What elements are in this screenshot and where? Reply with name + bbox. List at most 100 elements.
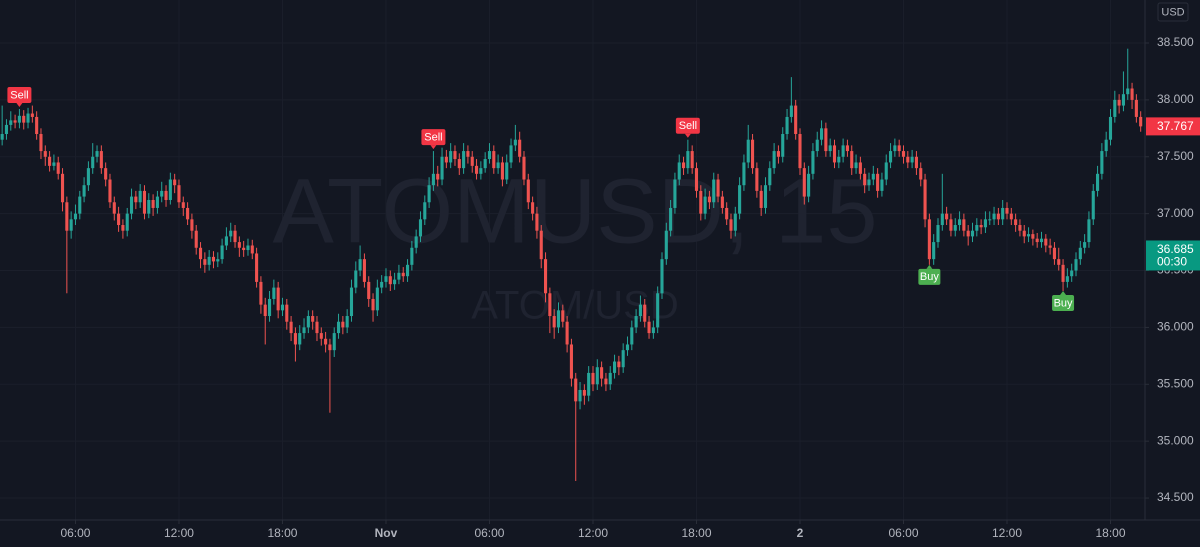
candle-body [871, 173, 875, 180]
y-tick-label: 35.500 [1157, 376, 1194, 390]
candle-body [733, 213, 737, 231]
candle-body [832, 145, 837, 163]
candle-body [1070, 270, 1074, 277]
candle-body [975, 225, 979, 231]
candle-body [1031, 234, 1035, 239]
candle-body [664, 230, 668, 260]
candle-body [768, 168, 772, 186]
candle-body [656, 293, 660, 328]
signal: Sell [421, 129, 446, 150]
candle-body [423, 202, 427, 220]
candle-body [1078, 247, 1082, 260]
x-tick-label: 12:00 [578, 526, 608, 540]
candle-body [1039, 238, 1044, 243]
candle-body [393, 279, 397, 285]
candle-body [487, 151, 492, 160]
candle-body [617, 361, 621, 368]
candle-body [367, 281, 371, 299]
candle-body [940, 213, 944, 226]
candle-body [479, 168, 483, 174]
candle-body [893, 145, 897, 152]
candle-body [263, 304, 267, 317]
candle-body [621, 350, 625, 368]
candle-body [906, 156, 910, 163]
candle-body [996, 213, 1000, 220]
signal: Sell [675, 117, 700, 138]
candle-body [1005, 207, 1009, 214]
candle-body [781, 134, 785, 157]
candle-body [556, 310, 561, 328]
candle-body [99, 151, 103, 169]
candle-body [880, 179, 884, 191]
candle-body [1121, 94, 1125, 106]
candle-body [220, 245, 224, 260]
candle-body [837, 156, 841, 163]
candle-body [4, 124, 9, 135]
y-tick-label: 38.500 [1157, 35, 1194, 49]
candle-body [444, 156, 448, 163]
candle-body [966, 230, 970, 237]
candle-body [104, 168, 108, 180]
candle-body [789, 105, 793, 117]
candle-body [1065, 276, 1069, 282]
candle-body [82, 185, 86, 197]
candle-body [1048, 245, 1052, 248]
candle-body [298, 333, 302, 345]
candle-body [401, 272, 405, 277]
candle-body [936, 225, 940, 243]
candle-body [354, 270, 358, 288]
candle-body [807, 173, 811, 197]
candle-body [43, 151, 47, 157]
y-tick-label: 35.000 [1157, 433, 1194, 447]
signal-label: Buy [920, 271, 939, 283]
candle-body [246, 245, 250, 251]
candle-body [694, 168, 699, 191]
candle-body [776, 151, 780, 157]
candle-body [362, 259, 366, 282]
candle-body [725, 207, 729, 220]
candle-body [177, 185, 181, 203]
candle-body [65, 202, 69, 231]
candle-body [121, 225, 125, 231]
candle-body [548, 293, 552, 317]
currency-box[interactable] [1157, 2, 1189, 22]
candle-body [979, 225, 983, 228]
currency-label[interactable]: USD [1161, 6, 1184, 18]
candle-body [513, 139, 517, 146]
candle-body [949, 219, 953, 231]
candle-body [56, 162, 60, 174]
candle-body [660, 259, 664, 294]
candle-body [591, 372, 595, 385]
candle-body [173, 179, 177, 186]
candle-body [358, 259, 362, 271]
candle-body [384, 276, 388, 282]
candle-body [151, 199, 155, 208]
candle-body [345, 316, 349, 328]
candle-body [720, 196, 724, 208]
candle-body [889, 151, 893, 163]
candle-body [492, 151, 496, 169]
candle-body [216, 259, 220, 262]
candle-body [923, 179, 927, 220]
signal-pointer [1060, 290, 1067, 295]
signal-box [1052, 294, 1075, 311]
last-price-label: 37.767 [1157, 119, 1194, 133]
candle-body [552, 316, 556, 328]
candle-body [349, 287, 354, 317]
candle-body [112, 202, 116, 214]
candle-body [160, 190, 164, 197]
candle-body [600, 367, 604, 379]
candle-body [919, 168, 923, 180]
candle-body [561, 310, 565, 322]
candle-body [1009, 213, 1013, 220]
x-tick-label: 06:00 [888, 526, 918, 540]
candle-body [962, 219, 966, 231]
candle-body [578, 389, 582, 402]
signal-box [7, 86, 32, 103]
candle-body [759, 190, 763, 208]
candle-body [414, 236, 418, 248]
candle-body [763, 185, 768, 208]
candle-body [1139, 116, 1143, 127]
candle-body [686, 151, 690, 169]
candle-body [884, 162, 888, 180]
